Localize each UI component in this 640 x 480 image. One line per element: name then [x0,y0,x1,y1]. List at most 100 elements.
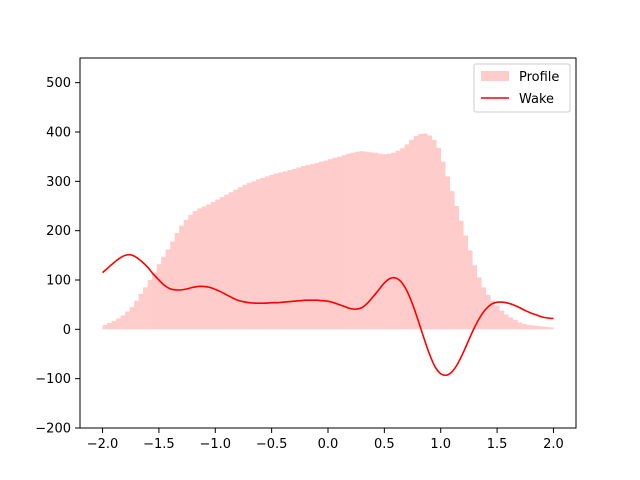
profile-bar [170,241,175,330]
profile-bar [228,192,234,330]
profile-bar [107,322,112,330]
profile-bar [454,206,460,330]
profile-bar [255,179,261,330]
profile-bar [260,177,266,330]
profile-bar [436,147,442,330]
profile-bar [246,182,252,330]
profile-bar [359,151,365,330]
profile-bar [237,187,243,330]
profile-bar [138,293,144,330]
profile-bar [188,214,194,330]
profile-bar [355,151,360,330]
profile-bar [404,144,410,330]
profile-bar [242,184,248,330]
profile-bar [291,169,297,330]
profile-bar [346,153,351,330]
x-tick-label: 1.5 [487,437,508,452]
y-tick-label: 100 [46,274,71,289]
profile-bar [269,174,275,330]
profile-bar [503,314,509,330]
profile-bar [431,139,437,330]
x-axis: −2.0 −1.5 −1.0 −0.5 0.0 0.5 1.0 1.5 2.0 [87,428,564,452]
y-tick-label: 0 [63,323,71,338]
profile-bar [494,305,500,330]
profile-bar [111,320,117,330]
profile-bar [102,324,108,330]
profile-bar [377,153,383,330]
profile-bar [449,191,455,330]
profile-bar [143,287,148,330]
profile-bar [517,322,523,330]
profile-bar [341,155,347,330]
profile-bar [174,233,180,330]
profile-bar [350,152,356,330]
profile-bar [210,202,216,330]
y-tick-label: 500 [46,76,71,91]
profile-bar [526,324,532,330]
profile-bar [476,277,482,330]
profile-bar [445,176,451,330]
profile-bar [499,310,505,330]
profile-bar [287,169,293,330]
profile-bar [544,326,550,330]
profile-bar [156,264,162,330]
profile-bar [530,325,536,330]
x-tick-label: −1.5 [143,437,175,452]
profile-bar [233,189,239,330]
profile-bar [224,194,230,330]
profile-bar [323,160,329,330]
profile-bar [427,135,433,330]
profile-bar [368,152,374,330]
profile-bar [440,161,446,330]
profile-bar [192,210,198,330]
profile-bar [332,157,338,330]
x-tick-label: −0.5 [256,437,288,452]
profile-bar [386,153,392,330]
profile-bar [165,249,171,330]
y-tick-label: 200 [46,224,71,239]
y-tick-label: 300 [46,175,71,190]
profile-bar [382,154,387,330]
profile-bar [282,171,288,330]
profile-bar [409,139,414,330]
profile-bar [328,159,333,330]
profile-bar [183,219,189,330]
y-axis: −200 −100 0 100 200 300 400 500 [35,76,80,437]
profile-bar [215,199,221,330]
profile-bar [472,265,478,330]
x-tick-label: −1.0 [199,437,231,452]
x-tick-label: 0.5 [374,437,395,452]
profile-bars [102,133,554,330]
y-tick-label: 400 [46,126,71,141]
profile-bar [206,204,212,330]
profile-bar [485,294,491,330]
profile-bar [521,323,527,330]
wake-line [102,253,554,377]
profile-bar [264,176,270,330]
profile-bar [535,325,541,330]
profile-bar [273,173,279,330]
x-tick-label: −2.0 [87,437,119,452]
profile-bar [296,167,302,330]
profile-bar [305,165,311,330]
legend: Profile Wake [473,63,571,113]
profile-bar [197,208,203,330]
profile-bar [147,280,153,330]
profile-bar [490,300,496,330]
profile-bar [539,326,545,330]
legend-swatch-profile [481,71,509,81]
profile-bar [512,319,518,330]
profile-bar [120,315,126,330]
profile-bar [314,163,320,330]
profile-bar [467,250,473,330]
profile-bar [179,225,185,330]
profile-bar [318,161,324,330]
x-tick-label: 2.0 [543,437,564,452]
profile-bar [395,150,401,330]
profile-bar [548,327,554,330]
profile-bar [201,206,207,330]
profile-bar [481,287,487,330]
y-tick-label: −200 [35,422,71,437]
profile-bar [129,307,135,330]
